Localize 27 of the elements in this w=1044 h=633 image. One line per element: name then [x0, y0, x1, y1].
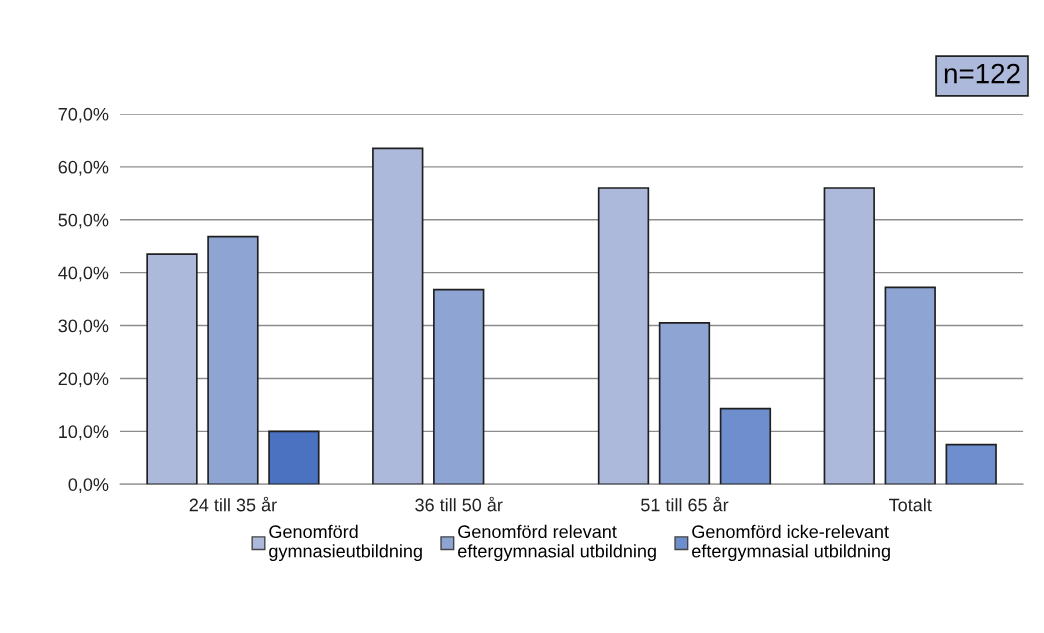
y-tick-label: 70,0% — [58, 107, 109, 123]
bar — [884, 286, 936, 485]
legend-label: Genomförd icke-relevant eftergymnasial utbildning — [692, 524, 890, 562]
bar — [146, 253, 198, 485]
bar — [823, 187, 875, 485]
bar — [372, 147, 424, 485]
bar — [597, 187, 650, 485]
x-tick-label: Totalt — [889, 498, 932, 512]
y-tick-label: 0,0% — [68, 478, 109, 494]
y-tick-label: 30,0% — [58, 319, 109, 335]
bar — [719, 407, 772, 485]
x-tick-label: 51 till 65 år — [641, 496, 729, 512]
y-tick-label: 50,0% — [58, 213, 109, 229]
legend-label: Genomförd gymnasieutbildning — [269, 524, 422, 562]
text: n=122 — [944, 63, 1020, 84]
bar — [945, 443, 997, 485]
x-tick-label: 24 till 35 år — [189, 496, 277, 512]
bar — [207, 235, 259, 485]
bar — [658, 322, 711, 485]
legend-label: Genomförd relevant eftergymnasial utbildning — [458, 524, 656, 562]
y-tick-label: 40,0% — [58, 266, 109, 282]
x-tick-label: 36 till 50 år — [415, 496, 503, 512]
y-tick-label: 20,0% — [58, 372, 109, 388]
bar — [268, 430, 320, 485]
bar — [433, 288, 485, 485]
y-tick-label: 10,0% — [59, 425, 109, 441]
y-tick-label: 60,0% — [58, 160, 109, 176]
